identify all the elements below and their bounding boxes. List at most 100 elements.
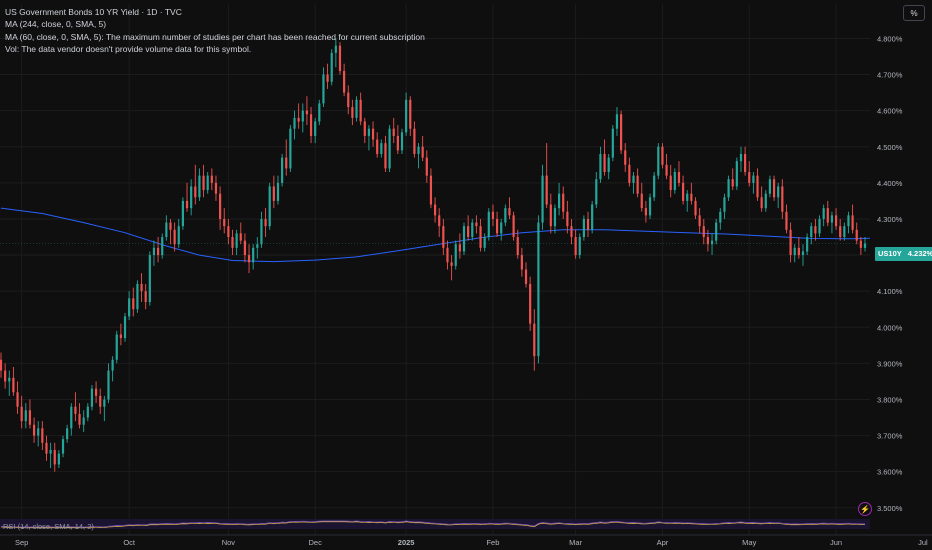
candle-body bbox=[359, 99, 362, 122]
candle-body bbox=[169, 222, 172, 230]
candle-body bbox=[409, 99, 412, 129]
candle-body bbox=[669, 175, 672, 191]
y-tick-label: 3.500% bbox=[877, 504, 903, 513]
candle-body bbox=[8, 377, 11, 382]
candle-body bbox=[338, 45, 342, 71]
y-tick-label: 3.800% bbox=[877, 395, 903, 404]
candle-body bbox=[202, 175, 205, 191]
candle-body bbox=[82, 417, 85, 425]
candle-body bbox=[467, 226, 470, 238]
candle-body bbox=[553, 208, 557, 227]
current-price-tag: US10Y 4.232% bbox=[875, 247, 932, 261]
candle-body bbox=[777, 186, 780, 198]
candle-body bbox=[392, 128, 395, 136]
candle-body bbox=[49, 450, 52, 454]
candle-body bbox=[830, 215, 834, 223]
candle-body bbox=[582, 218, 585, 238]
candle-body bbox=[789, 229, 792, 256]
candle-body bbox=[619, 114, 623, 151]
candle-body bbox=[719, 211, 722, 223]
candle-body bbox=[438, 215, 441, 227]
candle-body bbox=[822, 208, 825, 219]
ma-244-legend[interactable]: MA (244, close, 0, SMA, 5) bbox=[5, 19, 107, 30]
candle-body bbox=[28, 410, 32, 425]
candle-body bbox=[24, 410, 27, 422]
candle-body bbox=[330, 52, 333, 82]
candle-body bbox=[367, 128, 371, 136]
x-tick-label: Mar bbox=[569, 538, 582, 547]
candle-body bbox=[702, 226, 705, 238]
price-axis-background bbox=[870, 0, 932, 535]
y-tick-label: 4.800% bbox=[877, 34, 903, 43]
candle-body bbox=[363, 121, 366, 136]
candle-body bbox=[12, 377, 15, 393]
candle-body bbox=[471, 222, 474, 238]
candle-body bbox=[483, 237, 486, 248]
candle-body bbox=[682, 182, 685, 201]
candle-body bbox=[210, 175, 213, 183]
candle-body bbox=[268, 186, 271, 227]
candle-body bbox=[603, 153, 606, 173]
lightning-icon[interactable]: ⚡ bbox=[858, 502, 872, 516]
candle-body bbox=[801, 251, 805, 256]
candle-body bbox=[41, 428, 44, 443]
ma-60-legend[interactable]: MA (60, close, 0, SMA, 5): The maximum n… bbox=[5, 31, 425, 42]
candle-body bbox=[855, 229, 858, 241]
candle-body bbox=[574, 237, 577, 256]
candle-body bbox=[731, 179, 734, 187]
candle-body bbox=[223, 218, 226, 227]
candle-body bbox=[243, 240, 247, 256]
candle-body bbox=[0, 359, 3, 371]
candle-body bbox=[78, 413, 81, 425]
time-axis[interactable]: SepOctNovDec2025FebMarAprMayJunJulAugSep bbox=[0, 534, 932, 547]
candle-body bbox=[53, 450, 56, 465]
candle-body bbox=[305, 110, 309, 115]
price-axis[interactable]: 4.800%4.700%4.600%4.500%4.400%4.300%4.20… bbox=[870, 0, 932, 535]
candle-body bbox=[347, 92, 350, 108]
candle-body bbox=[429, 175, 433, 205]
candle-body bbox=[727, 179, 730, 198]
candle-body bbox=[219, 193, 222, 219]
x-tick-label: Jul bbox=[918, 538, 928, 547]
candle-body bbox=[491, 211, 495, 219]
candle-body bbox=[173, 229, 176, 245]
candle-body bbox=[806, 237, 809, 252]
candle-body bbox=[152, 247, 156, 256]
candle-body bbox=[185, 200, 189, 209]
candle-body bbox=[74, 406, 77, 414]
candle-body bbox=[99, 395, 102, 407]
candle-body bbox=[793, 247, 796, 256]
candle-body bbox=[355, 99, 358, 118]
percent-scale-button[interactable]: % bbox=[903, 5, 925, 21]
candle-body bbox=[533, 323, 536, 357]
candle-body bbox=[239, 233, 242, 241]
candle-body bbox=[715, 222, 718, 241]
candle-body bbox=[772, 179, 776, 198]
candle-body bbox=[607, 157, 610, 173]
candle-body bbox=[677, 172, 681, 183]
symbol-title[interactable]: US Government Bonds 10 YR Yield · 1D · T… bbox=[5, 7, 182, 17]
candle-body bbox=[144, 291, 147, 302]
candle-body bbox=[281, 157, 284, 183]
x-tick-label: Oct bbox=[123, 538, 136, 547]
candle-body bbox=[748, 172, 751, 183]
candle-body bbox=[161, 237, 164, 256]
candle-body bbox=[252, 247, 255, 263]
candle-body bbox=[839, 226, 842, 238]
rsi-legend[interactable]: RSI (14, close, SMA, 14, 2) bbox=[3, 522, 94, 531]
candle-body bbox=[479, 226, 482, 248]
candle-body bbox=[686, 193, 689, 201]
candle-body bbox=[566, 211, 569, 227]
candle-body bbox=[111, 359, 114, 371]
y-tick-label: 4.100% bbox=[877, 287, 903, 296]
candle-body bbox=[520, 255, 523, 270]
candle-body bbox=[322, 74, 325, 104]
candle-body bbox=[235, 233, 238, 248]
volume-legend[interactable]: Vol: The data vendor doesn't provide vol… bbox=[5, 44, 252, 55]
candle-body bbox=[694, 200, 697, 216]
candle-body bbox=[177, 226, 180, 245]
candle-body bbox=[70, 406, 73, 429]
candle-body bbox=[396, 135, 399, 151]
